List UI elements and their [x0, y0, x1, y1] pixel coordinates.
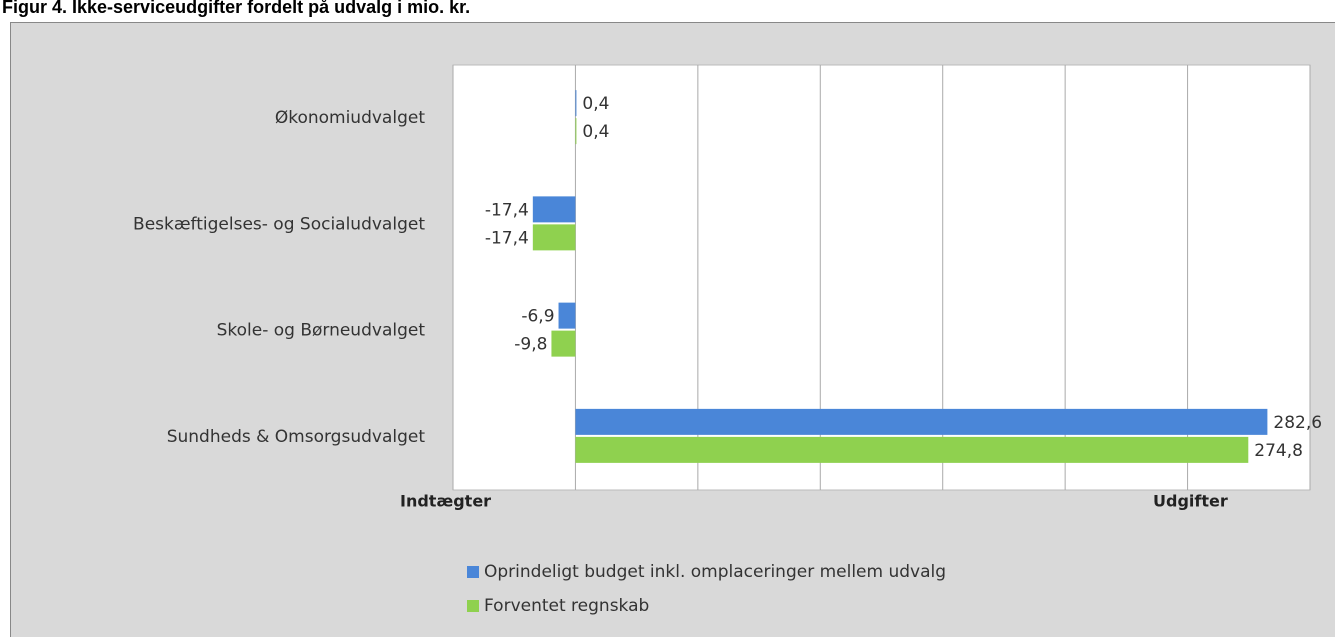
y-tick-label: Beskæftigelses- og Socialudvalget: [133, 214, 425, 234]
bar: [575, 90, 577, 117]
legend-label: Forventet regnskab: [484, 596, 649, 616]
y-tick-label: Sundheds & Omsorgsudvalget: [167, 427, 426, 447]
data-label: 0,4: [582, 122, 609, 142]
legend-swatch: [467, 566, 479, 578]
bar: [532, 224, 576, 251]
data-label: -17,4: [485, 200, 529, 220]
bar: [575, 408, 1268, 435]
data-label: -9,8: [514, 335, 547, 355]
data-label: -17,4: [485, 228, 529, 248]
annotation: Indtægter: [400, 492, 491, 511]
y-tick-label: Skole- og Børneudvalget: [217, 321, 426, 341]
annotation: Udgifter: [1153, 492, 1228, 511]
bar: [558, 302, 576, 329]
data-label: 274,8: [1254, 441, 1303, 461]
bar: [551, 330, 576, 357]
data-label: 282,6: [1273, 413, 1322, 433]
legend-label: Oprindeligt budget inkl. omplaceringer m…: [484, 562, 946, 582]
data-label: -6,9: [521, 307, 554, 327]
y-tick-label: Økonomiudvalget: [275, 108, 425, 128]
bar: [575, 436, 1249, 463]
legend-swatch: [467, 600, 479, 612]
bar: [575, 118, 577, 145]
data-label: 0,4: [582, 94, 609, 114]
chart-title: Figur 4. Ikke-serviceudgifter fordelt på…: [2, 0, 470, 17]
bar: [532, 196, 576, 223]
